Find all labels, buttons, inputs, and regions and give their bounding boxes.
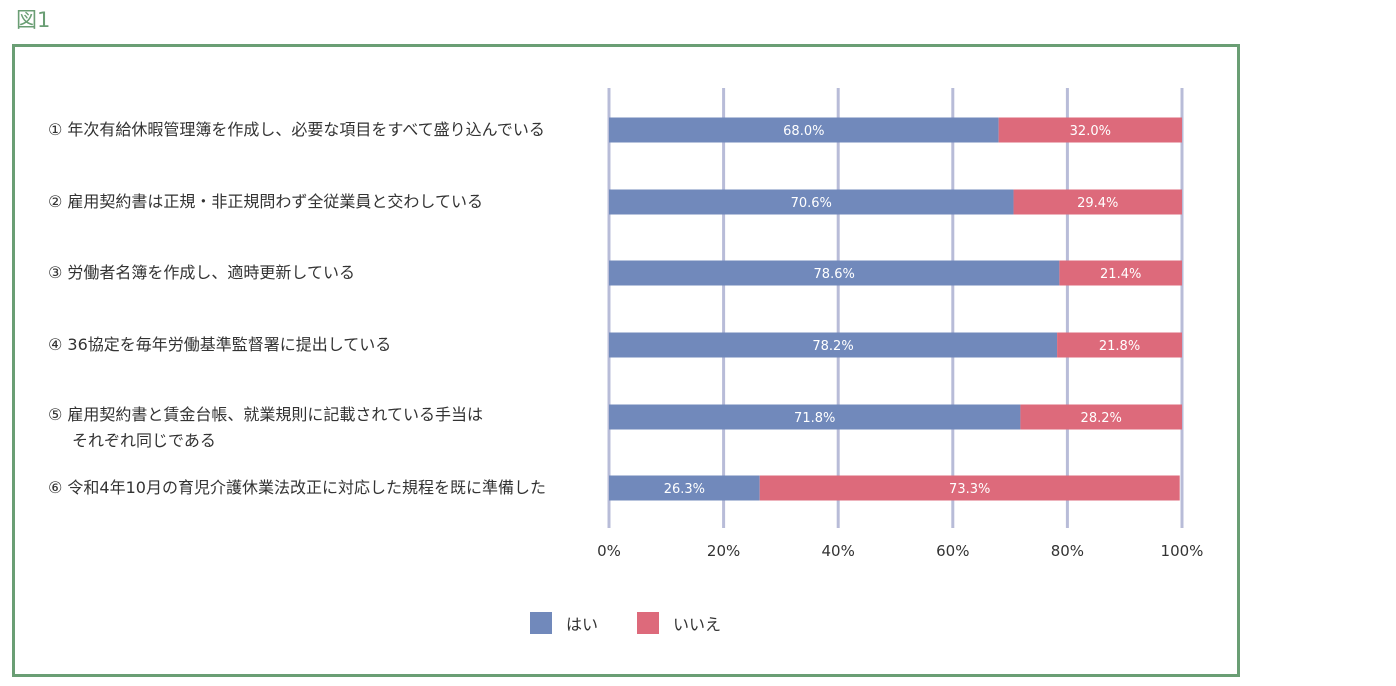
figure-label: 図1 <box>16 8 51 32</box>
legend-item-yes: はい <box>530 611 598 635</box>
data-label: 73.3% <box>949 482 990 497</box>
bar-yes <box>609 260 1060 286</box>
x-tick-label: 60% <box>936 542 969 560</box>
x-tick-label: 40% <box>822 542 855 560</box>
x-tick-label: 20% <box>707 542 740 560</box>
x-tick-label: 100% <box>1161 542 1204 560</box>
bar-yes <box>609 332 1058 358</box>
data-label: 26.3% <box>664 482 705 497</box>
data-label: 70.6% <box>791 196 832 211</box>
data-label: 78.6% <box>814 267 855 282</box>
legend-label-yes: はい <box>566 615 599 634</box>
legend-swatch-yes <box>530 612 552 634</box>
bar-no <box>1020 404 1182 430</box>
legend-swatch-no <box>637 612 659 634</box>
bar-no <box>759 475 1180 501</box>
category-label: ② 雇用契約書は正規・非正規問わず全従業員と交わしている <box>48 192 483 211</box>
x-tick-label: 0% <box>597 542 621 560</box>
bar-no <box>1013 189 1182 215</box>
data-label: 78.2% <box>812 339 853 354</box>
bar-yes <box>609 189 1014 215</box>
category-label: ⑥ 令和4年10月の育児介護休業法改正に対応した規程を既に準備した <box>48 478 546 497</box>
data-label: 29.4% <box>1077 196 1118 211</box>
category-label: ⑤ 雇用契約書と賃金台帳、就業規則に記載されている手当は それぞれ同じである <box>48 405 483 450</box>
data-label: 21.4% <box>1100 267 1141 282</box>
category-label: ③ 労働者名簿を作成し、適時更新している <box>48 263 355 282</box>
chart-frame <box>12 44 1240 677</box>
data-label: 71.8% <box>794 411 835 426</box>
bar-yes <box>609 117 999 143</box>
category-label: ① 年次有給休暇管理簿を作成し、必要な項目をすべて盛り込んでいる <box>48 120 545 139</box>
bar-no <box>998 117 1182 143</box>
data-label: 21.8% <box>1099 339 1140 354</box>
legend-item-no: いいえ <box>637 611 721 635</box>
bar-no <box>1059 260 1182 286</box>
data-label: 28.2% <box>1081 411 1122 426</box>
legend-label-no: いいえ <box>673 615 722 634</box>
data-label: 32.0% <box>1070 124 1111 139</box>
data-label: 68.0% <box>783 124 824 139</box>
category-label: ④ 36協定を毎年労働基準監督署に提出している <box>48 335 392 354</box>
bar-yes <box>609 475 760 501</box>
bar-yes <box>609 404 1021 430</box>
bar-no <box>1057 332 1182 358</box>
x-tick-label: 80% <box>1051 542 1084 560</box>
